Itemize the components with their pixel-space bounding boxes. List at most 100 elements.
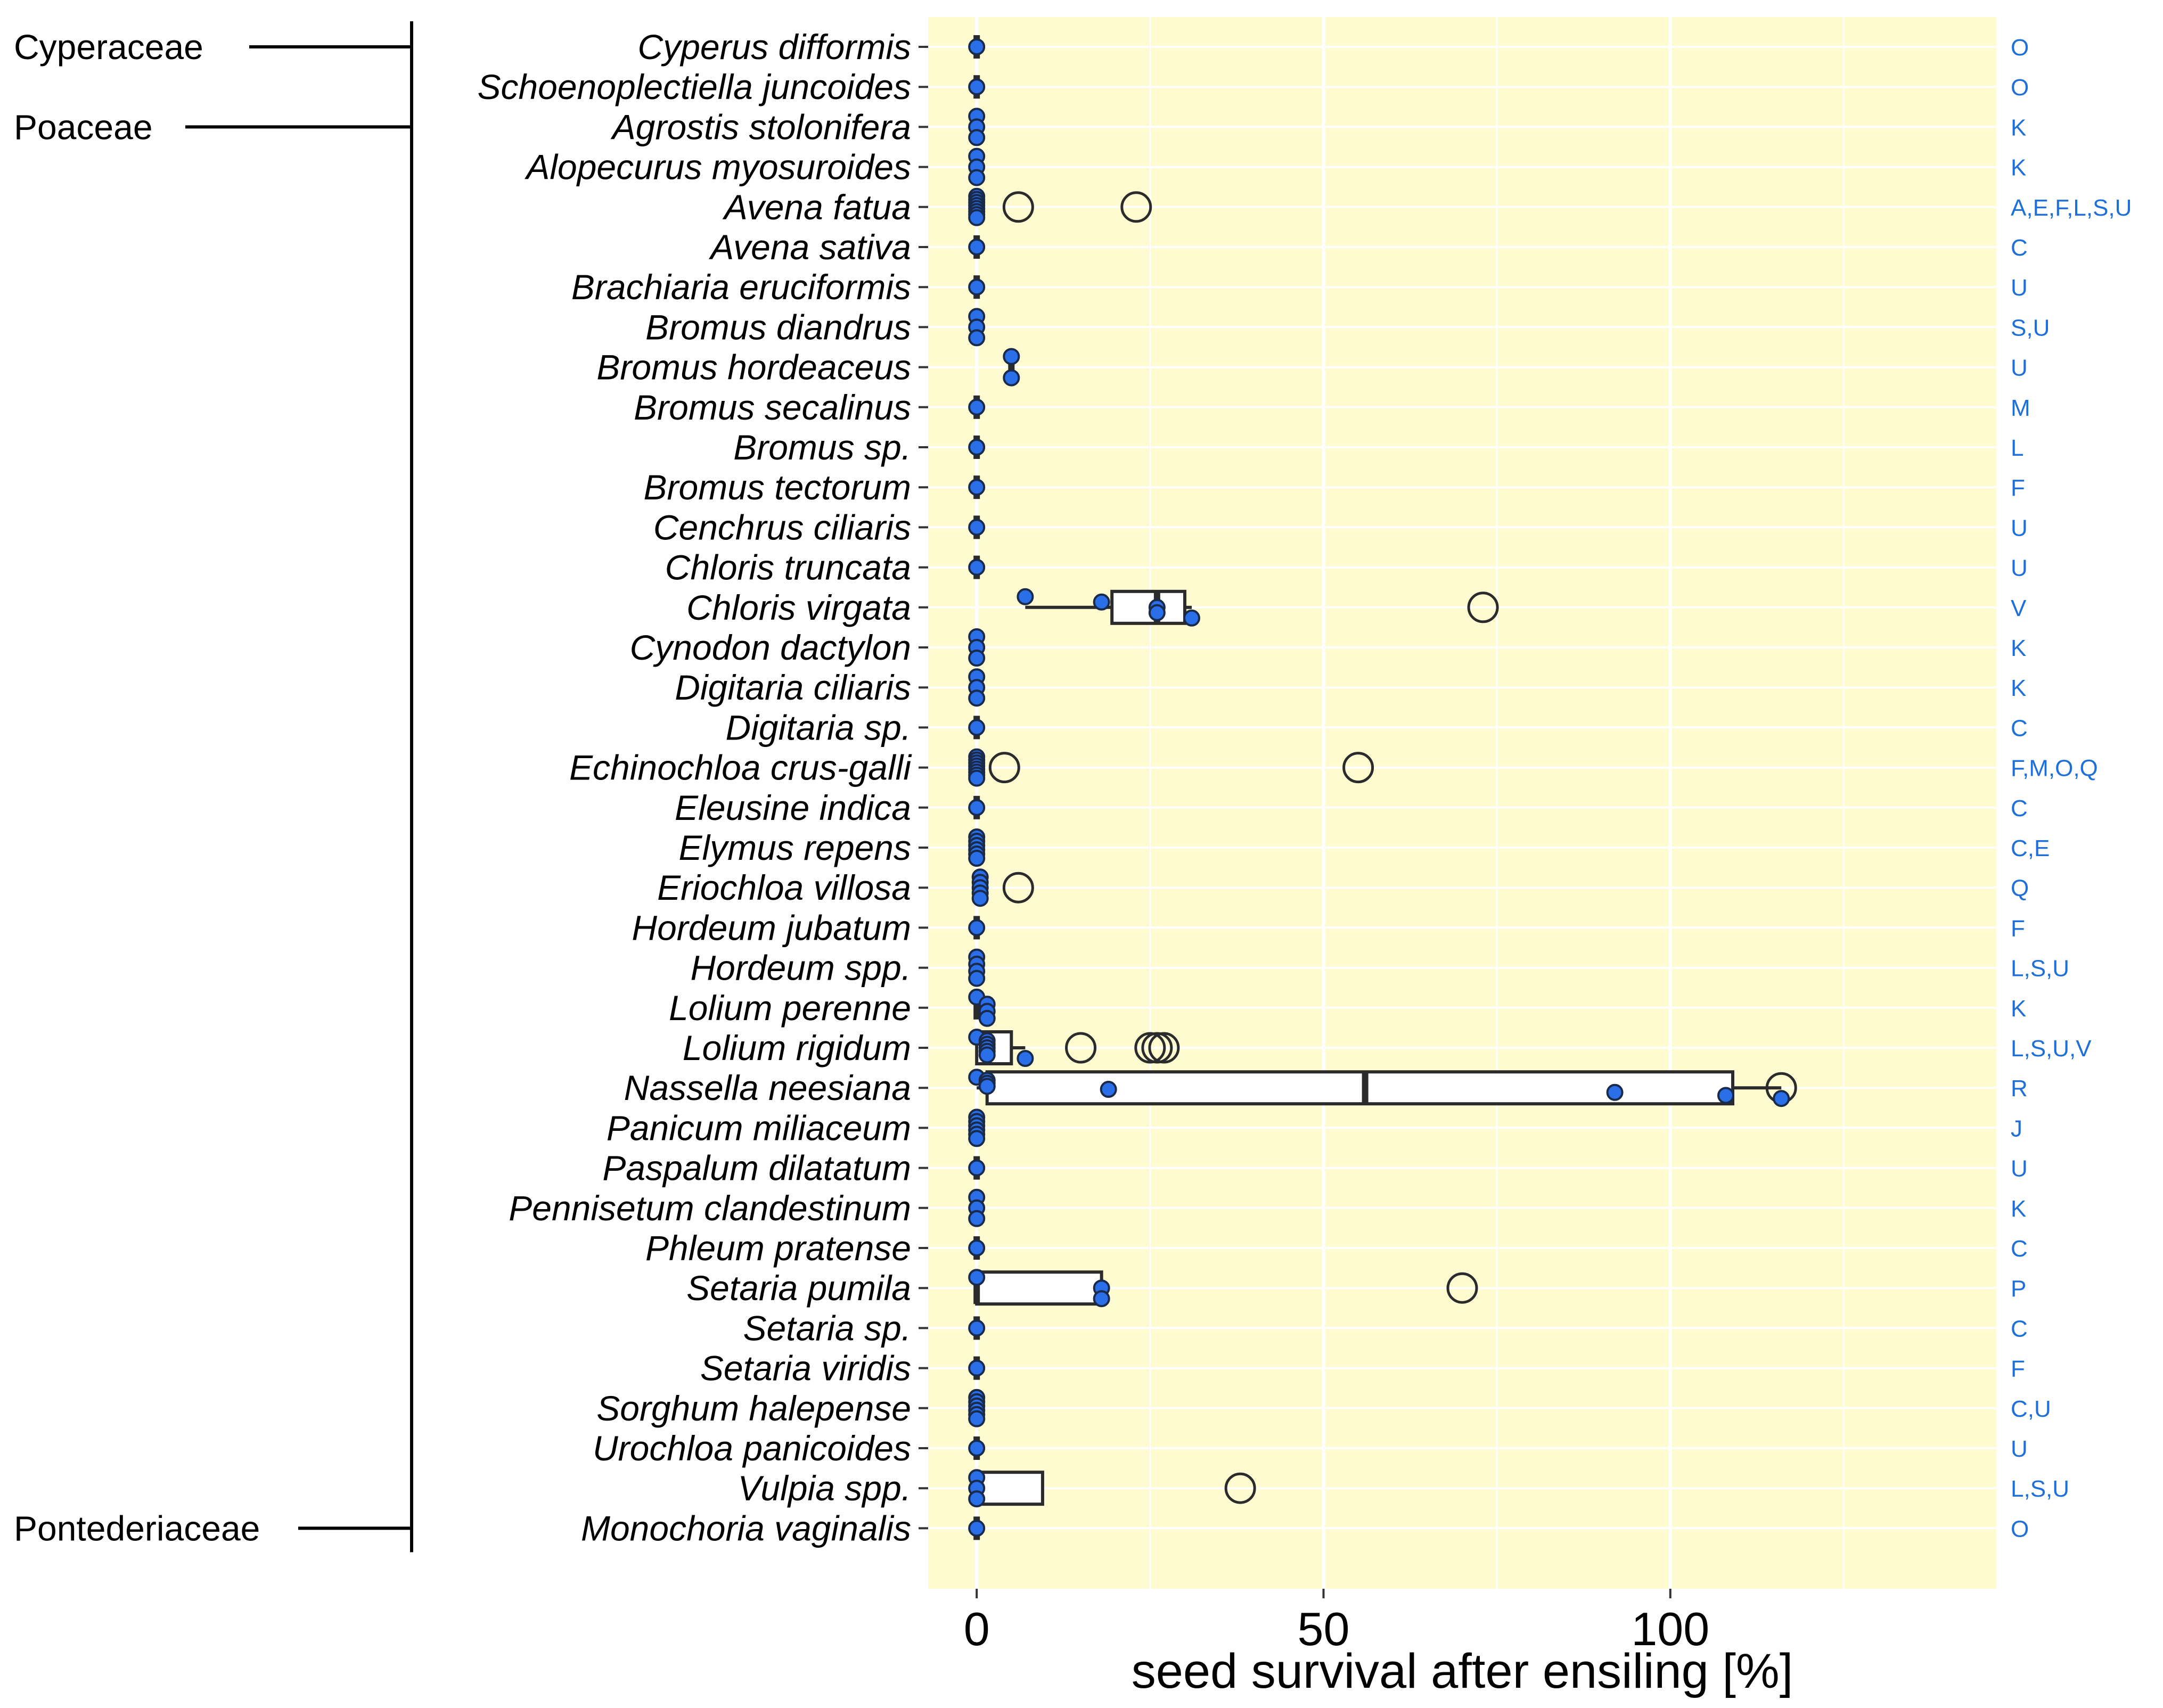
outlier-ring xyxy=(1141,1032,1173,1064)
reference-label: L,S,U xyxy=(2011,1476,2069,1502)
species-series xyxy=(968,1356,986,1380)
species-series xyxy=(968,1389,986,1427)
family-bracket: Poaceae xyxy=(14,101,413,1513)
species-series xyxy=(968,395,986,419)
data-point xyxy=(968,519,986,536)
reference-label: V xyxy=(2011,595,2027,621)
reference-label: F,M,O,Q xyxy=(2011,756,2098,782)
species-series xyxy=(968,475,986,499)
reference-label: J xyxy=(2011,1115,2022,1142)
species-label: Panicum miliaceum xyxy=(607,1108,911,1147)
species-series xyxy=(968,235,986,259)
data-point xyxy=(968,1440,986,1457)
x-tick-label: 100 xyxy=(1631,1603,1709,1655)
data-point xyxy=(1717,1087,1734,1104)
reference-label: U xyxy=(2011,355,2028,381)
chart-marks xyxy=(968,35,1797,1540)
species-series xyxy=(968,75,986,99)
species-series xyxy=(968,795,986,819)
species-label: Agrostis stolonifera xyxy=(610,107,911,146)
species-series xyxy=(968,35,986,59)
outlier-ring xyxy=(988,752,1020,784)
species-series xyxy=(968,1188,986,1227)
species-series xyxy=(968,1269,1478,1308)
reference-label: U xyxy=(2011,1436,2028,1462)
species-series xyxy=(968,1316,986,1340)
x-tick-label: 50 xyxy=(1298,1603,1350,1655)
data-point xyxy=(1093,593,1110,611)
outlier-ring xyxy=(1120,191,1152,223)
reference-label: C xyxy=(2011,795,2028,822)
reference-label: F xyxy=(2011,1356,2025,1382)
species-series xyxy=(968,436,986,459)
species-series xyxy=(968,108,986,146)
reference-label: R xyxy=(2011,1075,2028,1102)
species-label: Schoenoplectiella juncoides xyxy=(477,67,911,106)
data-point xyxy=(1773,1090,1790,1107)
species-label: Bromus tectorum xyxy=(644,467,911,507)
data-point xyxy=(968,439,986,456)
species-series xyxy=(968,515,986,539)
data-point xyxy=(968,1130,986,1147)
species-label: Avena fatua xyxy=(722,187,911,227)
reference-label: A,E,F,L,S,U xyxy=(2011,195,2132,221)
reference-label: F xyxy=(2011,475,2025,501)
reference-label: U xyxy=(2011,555,2028,581)
species-label: Digitaria ciliaris xyxy=(675,668,911,707)
reference-label: O xyxy=(2011,75,2029,101)
data-point xyxy=(1003,348,1020,365)
outlier-ring xyxy=(1148,1032,1180,1064)
data-point xyxy=(968,1490,986,1508)
data-point xyxy=(1017,1050,1034,1067)
reference-label: C,E xyxy=(2011,835,2050,861)
reference-label: K xyxy=(2011,1196,2026,1222)
gridlines xyxy=(928,17,1996,1589)
reference-label: S,U xyxy=(2011,315,2050,341)
species-series xyxy=(968,1469,1256,1508)
plot-panel xyxy=(928,17,1996,1589)
outlier-ring xyxy=(1065,1032,1097,1064)
species-label: Setaria pumila xyxy=(686,1268,911,1308)
species-series xyxy=(968,1029,1180,1067)
data-point xyxy=(968,209,986,226)
reference-label: C xyxy=(2011,1316,2028,1342)
data-point xyxy=(971,890,989,907)
species-series xyxy=(968,1156,986,1180)
reference-label: K xyxy=(2011,155,2026,181)
species-label: Brachiaria eruciformis xyxy=(571,267,911,307)
reference-label: L,S,U xyxy=(2011,956,2069,982)
data-point xyxy=(968,689,986,707)
data-point xyxy=(968,919,986,937)
species-label: Bromus sp. xyxy=(733,428,911,467)
data-point xyxy=(968,719,986,736)
data-point xyxy=(968,850,986,867)
species-series xyxy=(968,187,1152,226)
x-axis-title: seed survival after ensiling [%] xyxy=(1132,1644,1793,1698)
data-point xyxy=(978,1009,996,1027)
reference-label: P xyxy=(2011,1276,2026,1302)
data-point xyxy=(1100,1081,1117,1098)
box xyxy=(975,1270,1103,1306)
outlier-ring xyxy=(1224,1472,1256,1504)
outlier-ring xyxy=(1002,191,1034,223)
species-series xyxy=(968,668,986,707)
species-series xyxy=(1017,588,1499,627)
species-series xyxy=(968,828,986,867)
outlier-ring xyxy=(1002,872,1034,904)
species-series xyxy=(968,1236,986,1260)
species-label: Echinochloa crus-galli xyxy=(569,748,912,787)
species-label: Eleusine indica xyxy=(675,788,911,827)
species-label: Phleum pratense xyxy=(645,1228,911,1268)
data-point xyxy=(968,1239,986,1257)
outlier-ring xyxy=(1134,1032,1166,1064)
species-label: Lolium rigidum xyxy=(683,1028,911,1068)
data-point xyxy=(968,239,986,256)
species-label: Cyperus difformis xyxy=(638,27,911,67)
box xyxy=(1110,589,1186,625)
data-point xyxy=(1003,369,1020,387)
data-point xyxy=(968,1210,986,1227)
data-point xyxy=(968,799,986,816)
species-label: Chloris virgata xyxy=(686,588,911,627)
